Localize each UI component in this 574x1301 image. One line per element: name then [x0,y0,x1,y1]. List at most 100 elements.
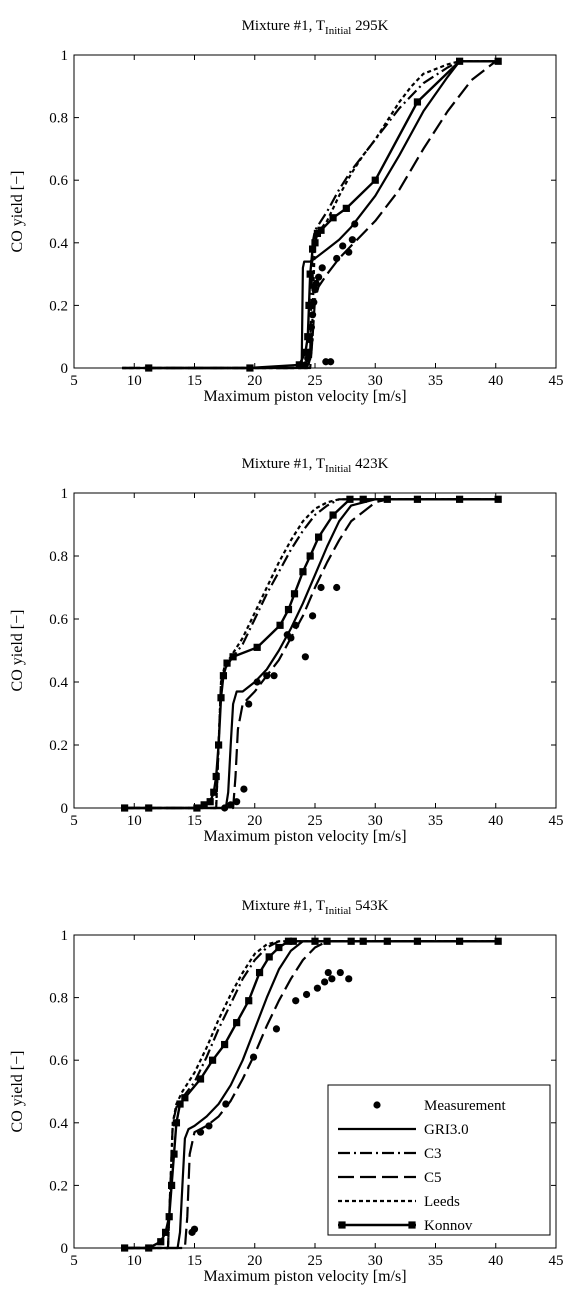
legend-label: Konnov [424,1218,473,1234]
konnov-marker [359,495,367,503]
konnov-marker [172,1119,181,1127]
series-line-c3 [122,498,496,810]
konnov-marker [181,1094,189,1102]
konnov-marker [276,621,284,629]
legend-item-leeds: Leeds [338,1194,460,1210]
measurement-point [324,968,332,977]
y-tick-label: 0 [61,1241,69,1257]
x-tick-label: 20 [247,1253,262,1269]
series-line-leeds [122,498,496,810]
konnov-marker [456,57,464,65]
konnov-marker [121,804,129,812]
measurement-point [348,236,356,244]
x-tick-label: 30 [368,1253,383,1269]
konnov-marker [176,1100,184,1108]
measurement-point [336,968,344,977]
konnov-marker [311,937,319,945]
konnov-marker [208,1056,217,1064]
y-axis-label: CO yield [−] [9,171,26,253]
x-tick-label: 40 [488,373,503,389]
konnov-marker [165,1213,173,1221]
y-tick-label: 0.6 [49,612,68,628]
chart-title: Mixture #1, TInitial 423K [242,456,389,475]
konnov-marker [170,1150,178,1158]
x-tick-label: 10 [127,1253,142,1269]
x-tick-label: 45 [549,813,564,829]
konnov-marker [494,495,502,503]
konnov-marker [219,672,228,680]
konnov-marker [304,333,312,341]
legend-item-c3: C3 [338,1146,442,1162]
konnov-marker [494,937,502,945]
konnov-marker [347,937,355,945]
x-tick-label: 45 [549,373,564,389]
x-tick-label: 20 [247,373,262,389]
measurement-point [190,1225,199,1233]
konnov-marker [346,495,354,503]
x-tick-label: 35 [428,813,443,829]
konnov-marker [308,245,317,253]
legend-item-measurement: Measurement [373,1098,506,1114]
konnov-marker [255,968,264,977]
series-line-gri3-0 [122,498,496,810]
y-tick-label: 0.6 [49,173,68,189]
x-tick-label: 5 [70,373,78,389]
x-tick-label: 35 [428,1253,443,1269]
konnov-marker [329,511,337,519]
legend-label: Leeds [424,1194,460,1210]
measurement-point [318,264,326,272]
y-tick-label: 0.2 [49,738,68,754]
measurement-point [327,358,335,366]
x-tick-label: 15 [187,813,202,829]
series-group [121,937,502,1252]
y-tick-label: 1 [61,928,69,944]
konnov-marker [233,1019,241,1027]
konnov-marker [359,937,367,945]
x-tick-label: 20 [247,813,262,829]
y-axis-label: CO yield [−] [9,610,26,692]
x-axis-label: Maximum piston velocity [m/s] [203,828,406,845]
measurement-point [302,990,311,999]
legend-label: GRI3.0 [424,1122,469,1138]
x-axis-label: Maximum piston velocity [m/s] [203,388,406,405]
konnov-marker [329,214,337,222]
konnov-marker [371,176,379,184]
y-tick-label: 0.2 [49,1178,68,1194]
y-axis-label: CO yield [−] [9,1051,26,1133]
series-line-c5 [122,940,496,1250]
konnov-marker [161,1228,170,1236]
measurement-point [233,798,241,806]
measurement-point [321,978,329,986]
measurement-point [339,242,347,250]
konnov-marker [206,798,214,806]
konnov-marker [383,937,391,945]
y-tick-label: 0.2 [49,298,68,314]
measurement-point [315,273,323,281]
konnov-marker [311,239,319,247]
legend-marker-square [338,1221,346,1229]
x-tick-label: 10 [127,373,142,389]
y-tick-label: 1 [61,48,69,64]
measurement-point [328,975,336,983]
konnov-marker [413,98,422,106]
y-tick-label: 0 [61,801,69,817]
y-tick-label: 0.8 [49,549,68,565]
y-tick-label: 0.4 [49,675,68,691]
x-tick-label: 15 [187,373,202,389]
konnov-marker [217,694,225,702]
legend-marker-dot [373,1101,381,1109]
konnov-marker [284,937,293,945]
measurement-point [317,583,325,592]
x-tick-label: 30 [368,813,383,829]
x-tick-label: 15 [187,1253,202,1269]
series-group [121,495,502,812]
measurement-point [333,254,341,263]
konnov-marker [317,226,325,234]
konnov-marker [246,364,254,372]
konnov-marker [275,943,283,952]
series-line-leeds [122,940,496,1250]
